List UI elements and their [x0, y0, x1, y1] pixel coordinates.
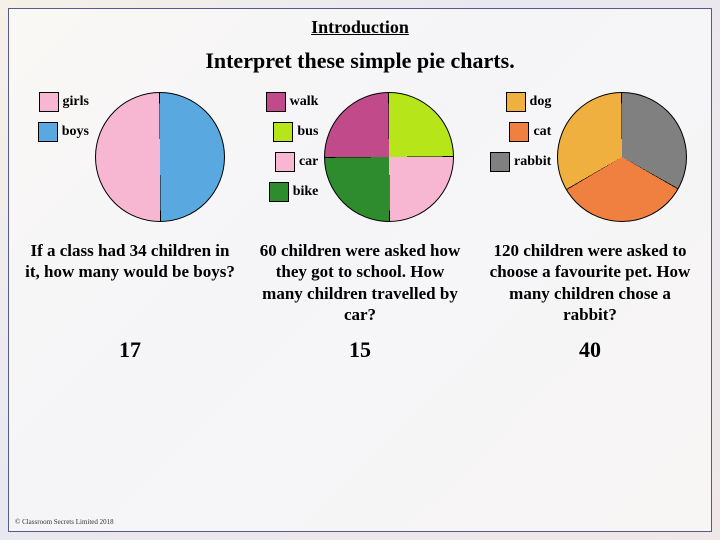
answer-1: 17 [21, 337, 239, 363]
legend-label: boys [62, 124, 89, 140]
question-3: 120 children were asked to choose a favo… [481, 240, 699, 325]
copyright-text: © Classroom Secrets Limited 2018 [15, 519, 114, 527]
page-subtitle: Interpret these simple pie charts. [21, 48, 699, 74]
legend-item: cat [509, 122, 551, 142]
legend-swatch [490, 152, 510, 172]
legend-3: dog cat rabbit [490, 92, 551, 172]
legend-swatch [269, 182, 289, 202]
legend-label: dog [530, 94, 552, 110]
legend-2: walk bus car bike [266, 92, 319, 202]
page-title: Introduction [21, 17, 699, 38]
slide-frame: Introduction Interpret these simple pie … [8, 8, 712, 532]
pie-chart-1 [95, 92, 225, 222]
question-2: 60 children were asked how they got to s… [251, 240, 469, 325]
legend-label: car [299, 154, 318, 170]
legend-item: dog [506, 92, 552, 112]
answers-row: 17 15 40 [21, 337, 699, 363]
answer-3: 40 [481, 337, 699, 363]
pie-chart-2 [324, 92, 454, 222]
legend-item: bike [269, 182, 319, 202]
legend-swatch [273, 122, 293, 142]
legend-item: boys [38, 122, 89, 142]
legend-1: girls boys [38, 92, 89, 142]
chart-block-3: dog cat rabbit [478, 92, 699, 222]
pie-chart-3 [557, 92, 687, 222]
legend-swatch [38, 122, 58, 142]
legend-label: cat [533, 124, 551, 140]
legend-swatch [275, 152, 295, 172]
legend-swatch [506, 92, 526, 112]
question-1: If a class had 34 children in it, how ma… [21, 240, 239, 325]
answer-2: 15 [251, 337, 469, 363]
legend-item: car [275, 152, 318, 172]
legend-label: walk [290, 94, 319, 110]
legend-item: rabbit [490, 152, 551, 172]
legend-label: rabbit [514, 154, 551, 170]
legend-item: bus [273, 122, 318, 142]
charts-row: girls boys walk bus car bike dog cat rabbit [21, 92, 699, 222]
legend-swatch [39, 92, 59, 112]
legend-swatch [266, 92, 286, 112]
legend-label: bike [293, 184, 319, 200]
legend-label: bus [297, 124, 318, 140]
chart-block-1: girls boys [21, 92, 242, 222]
legend-swatch [509, 122, 529, 142]
legend-item: walk [266, 92, 319, 112]
chart-block-2: walk bus car bike [250, 92, 471, 222]
legend-item: girls [39, 92, 89, 112]
legend-label: girls [63, 94, 89, 110]
questions-row: If a class had 34 children in it, how ma… [21, 240, 699, 325]
